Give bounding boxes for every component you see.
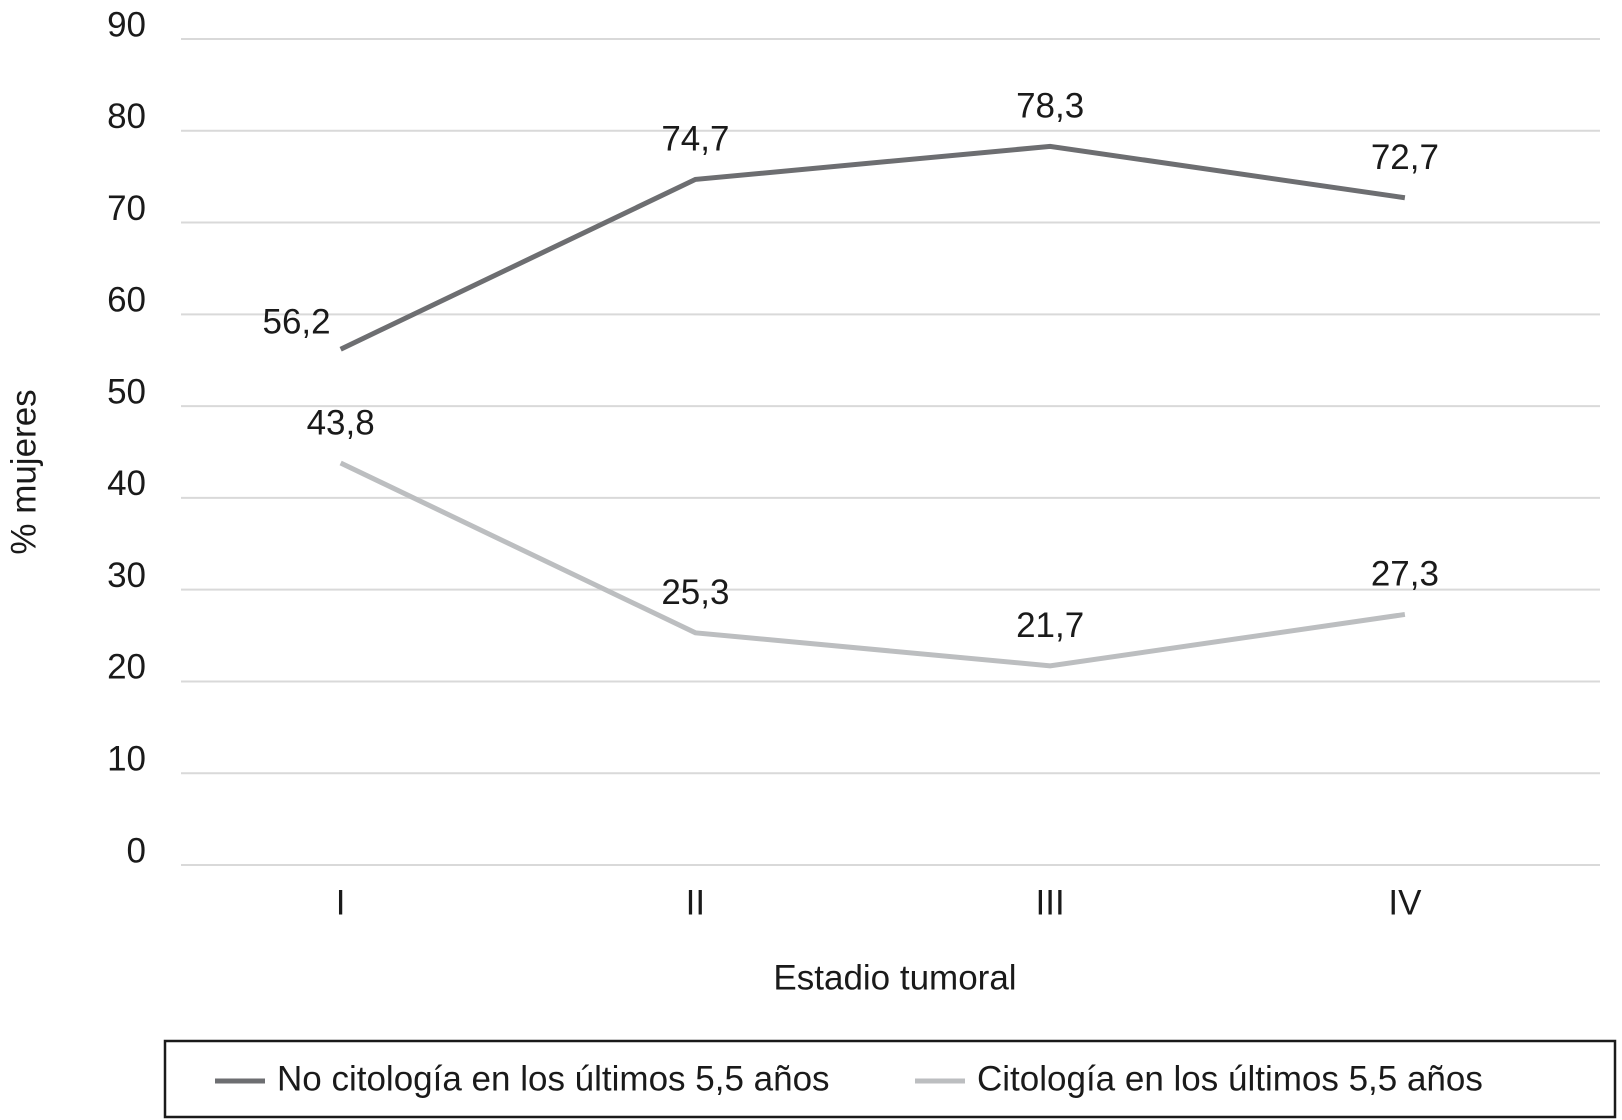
- x-tick-label: III: [1036, 883, 1065, 922]
- data-label: 27,3: [1371, 555, 1439, 594]
- legend-box: [163, 1039, 1617, 1119]
- data-label: 43,8: [307, 403, 375, 442]
- data-label: 21,7: [1016, 606, 1084, 645]
- y-tick-label: 10: [107, 739, 146, 778]
- data-label: 56,2: [263, 302, 331, 341]
- y-tick-label: 0: [127, 831, 146, 870]
- x-tick-label: I: [336, 883, 346, 922]
- legend-label: Citología en los últimos 5,5 años: [977, 1059, 1483, 1098]
- y-tick-label: 80: [107, 97, 146, 136]
- data-label: 78,3: [1016, 87, 1084, 126]
- y-tick-label: 30: [107, 556, 146, 595]
- series-line: [339, 143, 1406, 352]
- data-label: 74,7: [661, 120, 729, 159]
- y-tick-label: 40: [107, 464, 146, 503]
- y-tick-label: 50: [107, 372, 146, 411]
- y-tick-label: 20: [107, 648, 146, 687]
- y-tick-label: 90: [107, 5, 146, 44]
- x-axis-label: Estadio tumoral: [773, 958, 1016, 997]
- series-line: [339, 460, 1406, 669]
- y-tick-label: 60: [107, 281, 146, 320]
- data-label: 72,7: [1371, 138, 1439, 177]
- y-tick-label: 70: [107, 189, 146, 228]
- x-tick-label: II: [686, 883, 705, 922]
- y-axis-label: % mujeres: [4, 389, 43, 554]
- data-label: 25,3: [661, 573, 729, 612]
- x-tick-label: IV: [1388, 883, 1422, 922]
- legend-label: No citología en los últimos 5,5 años: [277, 1059, 830, 1098]
